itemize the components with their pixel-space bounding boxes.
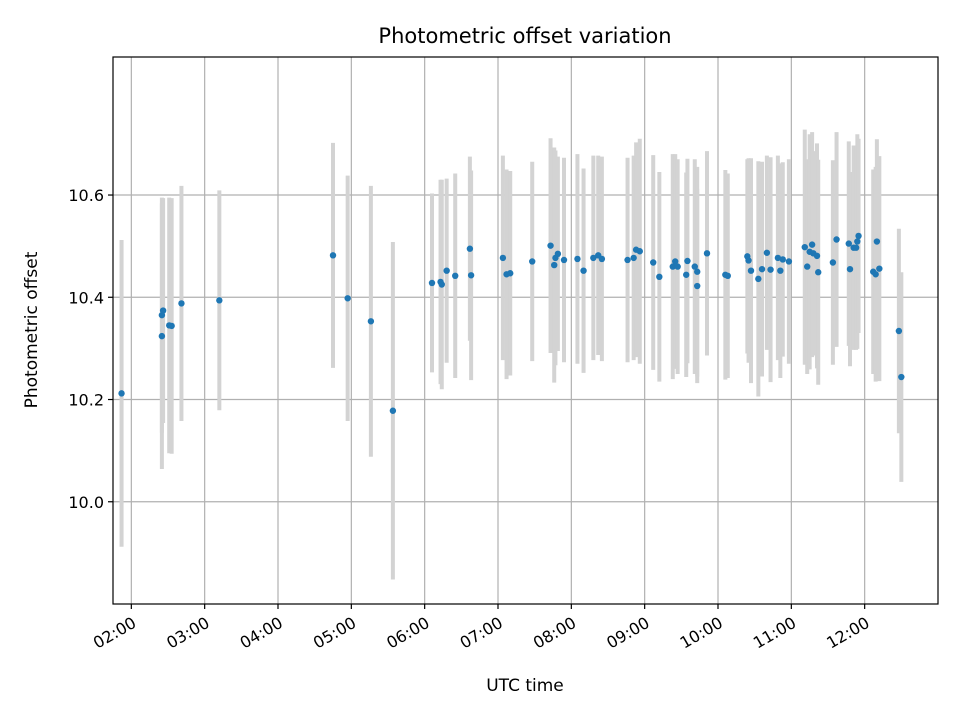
- data-point: [873, 238, 881, 245]
- y-axis-label: Photometric offset: [22, 251, 42, 408]
- data-point: [672, 258, 679, 265]
- data-point: [560, 256, 568, 264]
- data-point: [774, 254, 782, 262]
- data-point: [443, 267, 450, 274]
- data-point: [624, 256, 631, 264]
- data-point: [452, 272, 459, 279]
- data-point: [854, 238, 861, 245]
- y-axis-ticks: 10.0 10.2 10.4 10.6: [68, 186, 113, 512]
- data-point: [691, 263, 698, 270]
- y-tick-label: 10.0: [68, 493, 104, 512]
- data-point: [428, 279, 436, 287]
- data-point: [598, 255, 606, 263]
- data-point: [656, 273, 663, 281]
- y-tick-label: 10.2: [68, 391, 104, 410]
- data-point: [684, 257, 691, 265]
- data-point: [763, 249, 771, 256]
- data-point: [467, 272, 475, 279]
- data-point: [829, 259, 837, 266]
- data-point: [815, 269, 822, 276]
- plot-frame: [112, 56, 939, 605]
- data-point: [779, 256, 786, 263]
- data-point: [158, 332, 166, 340]
- data-point: [703, 250, 711, 257]
- data-point: [895, 327, 903, 335]
- data-point: [845, 240, 852, 247]
- data-point: [389, 407, 397, 414]
- data-point: [507, 270, 514, 277]
- data-point: [159, 307, 167, 314]
- data-point: [554, 250, 562, 258]
- data-point: [551, 261, 558, 269]
- data-point: [547, 242, 554, 249]
- data-points: [118, 232, 905, 414]
- y-tick-label: 10.4: [68, 288, 104, 307]
- data-point: [168, 322, 175, 330]
- data-point: [846, 265, 854, 273]
- data-point: [813, 252, 821, 260]
- data-point: [590, 254, 597, 262]
- y-tick-label: 10.6: [68, 186, 104, 205]
- data-point: [178, 300, 185, 307]
- data-point: [872, 271, 879, 278]
- data-point: [344, 295, 351, 302]
- data-point: [466, 245, 474, 252]
- data-point: [804, 263, 811, 270]
- data-point: [745, 257, 752, 264]
- chart-title: Photometric offset variation: [378, 24, 671, 48]
- data-point: [755, 275, 762, 283]
- data-point: [574, 255, 581, 263]
- data-point: [683, 271, 690, 278]
- data-point: [876, 265, 883, 272]
- data-point: [669, 263, 676, 270]
- data-point: [694, 282, 701, 290]
- data-point: [438, 281, 445, 288]
- x-axis-label: UTC time: [486, 676, 564, 696]
- data-point: [694, 268, 701, 275]
- data-point: [367, 318, 375, 325]
- data-point: [580, 267, 587, 274]
- data-point: [801, 243, 808, 251]
- data-point: [758, 265, 766, 273]
- data-point: [724, 272, 731, 279]
- data-point: [636, 248, 643, 255]
- data-point: [630, 254, 637, 262]
- data-point: [674, 263, 681, 270]
- data-point: [898, 373, 905, 381]
- data-point: [216, 297, 223, 304]
- data-point: [650, 259, 657, 266]
- data-point: [329, 252, 337, 259]
- data-point: [777, 267, 784, 274]
- grid-lines: [113, 57, 938, 604]
- data-point: [855, 232, 862, 240]
- data-point: [833, 236, 840, 243]
- data-point: [118, 390, 125, 397]
- data-point: [747, 267, 755, 274]
- data-point: [852, 244, 860, 251]
- data-point: [529, 258, 536, 265]
- data-point: [767, 266, 774, 273]
- data-point: [499, 254, 507, 262]
- data-point: [808, 241, 816, 248]
- data-point: [785, 258, 793, 265]
